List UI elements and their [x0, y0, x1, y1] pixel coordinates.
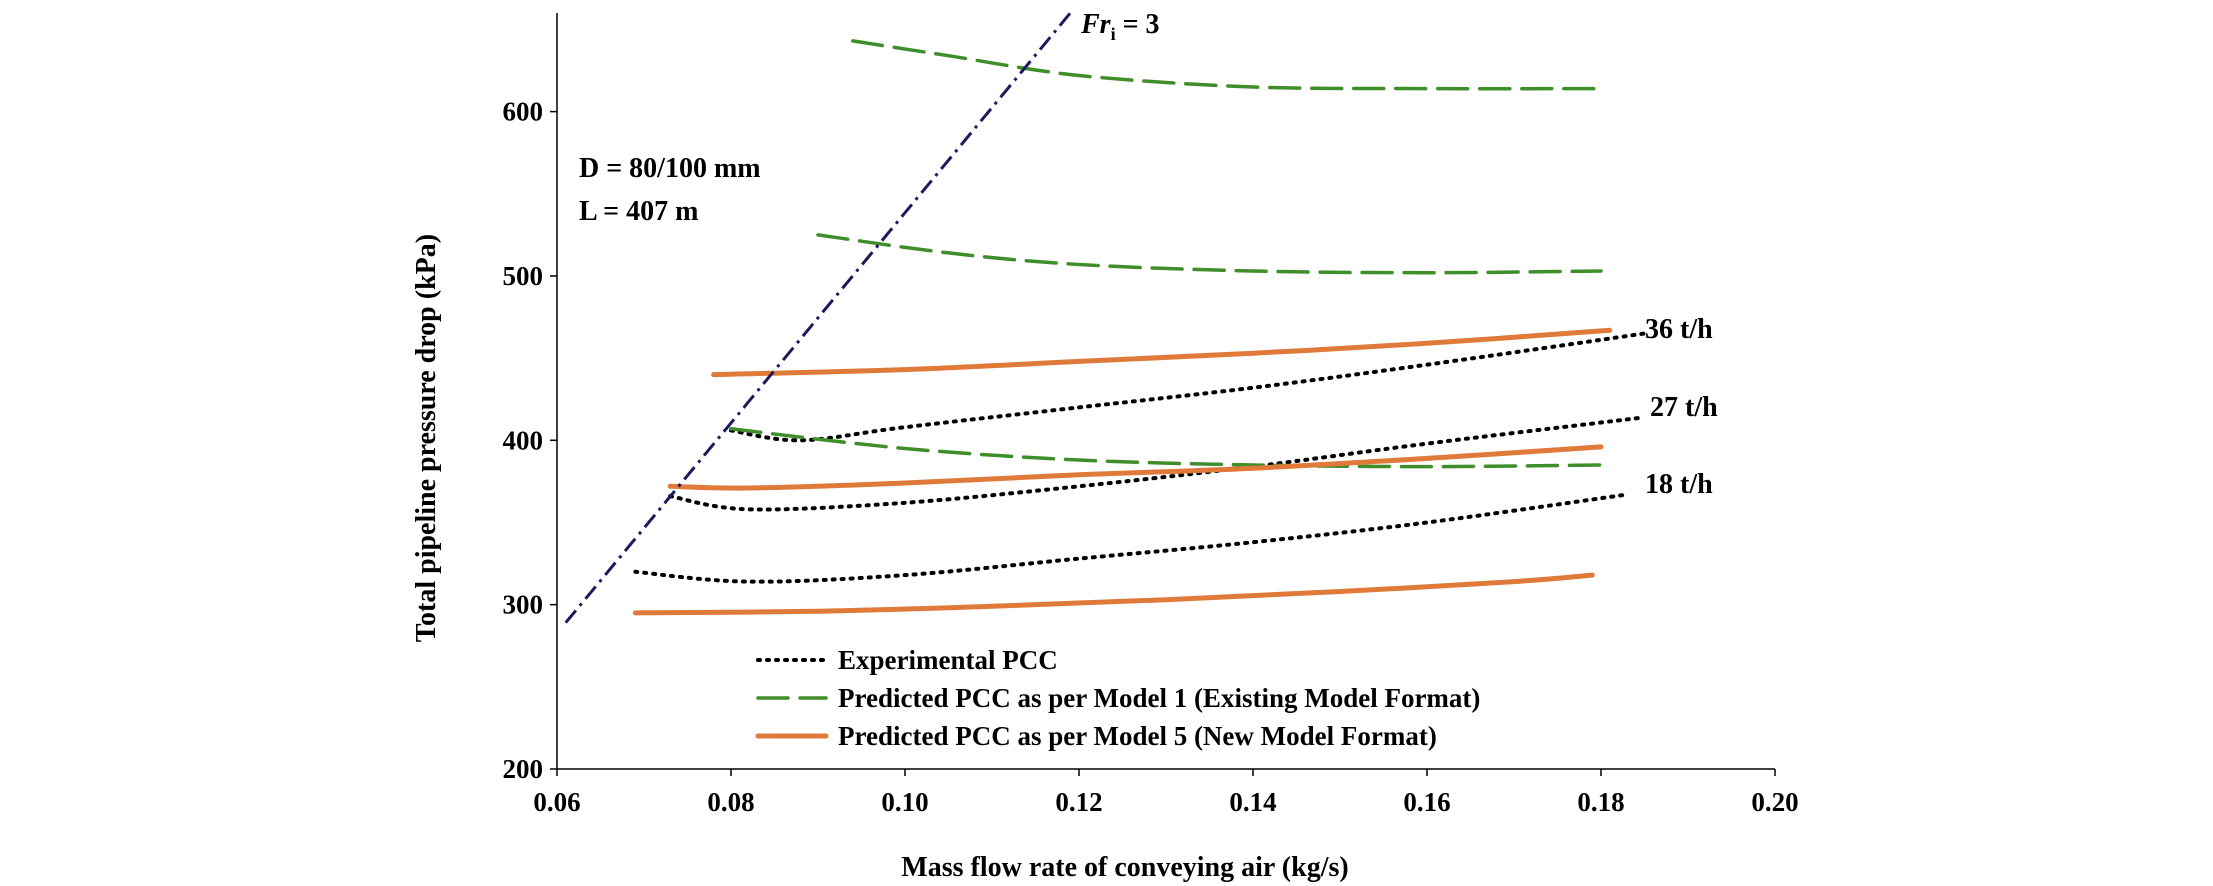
froude-reference-line — [564, 12, 1072, 624]
series-line-5 — [729, 427, 1603, 469]
x-tick-label: 0.08 — [707, 787, 754, 817]
series-line-8 — [632, 572, 1595, 616]
y-tick-label: 600 — [503, 97, 544, 127]
legend-label-1: Predicted PCC as per Model 1 (Existing M… — [838, 683, 1480, 713]
x-tick-label: 0.12 — [1055, 787, 1102, 817]
y-tick-label: 300 — [503, 590, 544, 620]
y-axis-title: Total pipeline pressure drop (kPa) — [411, 234, 442, 642]
series-layer — [632, 39, 1647, 616]
y-ticks: 200 300 400 500 600 — [503, 97, 557, 784]
series-line-2 — [633, 492, 1630, 584]
froude-value: = 3 — [1116, 9, 1160, 40]
series-line-1 — [668, 415, 1647, 512]
y-tick-label: 200 — [503, 754, 544, 784]
pipe-length-annotation: L = 407 m — [579, 196, 698, 227]
pipe-diameter-annotation: D = 80/100 mm — [579, 153, 761, 184]
froude-symbol: Fr — [1080, 9, 1112, 40]
series-line-6 — [711, 327, 1613, 378]
rate-label-36: 36 t/h — [1645, 314, 1713, 345]
legend-label-0: Experimental PCC — [838, 645, 1058, 675]
froude-subscript: i — [1111, 24, 1116, 44]
x-tick-label: 0.18 — [1577, 787, 1624, 817]
series-line-4 — [816, 233, 1603, 275]
x-tick-label: 0.06 — [533, 787, 580, 817]
rate-label-18: 18 t/h — [1645, 469, 1713, 500]
x-ticks: 0.06 0.08 0.10 0.12 0.14 0.16 0.18 0.20 — [533, 769, 1799, 817]
froude-annotation: Fri = 3 — [1080, 9, 1160, 44]
series-line-7 — [667, 444, 1604, 491]
rate-label-27: 27 t/h — [1650, 392, 1718, 423]
plot-area: 0.06 0.08 0.10 0.12 0.14 0.16 0.18 0.20 200 300 4… — [503, 12, 1799, 817]
x-tick-label: 0.14 — [1229, 787, 1276, 817]
legend-label-2: Predicted PCC as per Model 5 (New Model … — [838, 721, 1437, 751]
annotations: D = 80/100 mm L = 407 m Fri = 3 36 t/h 2… — [579, 9, 1718, 500]
x-axis-title: Mass flow rate of conveying air (kg/s) — [901, 852, 1348, 883]
legend: Experimental PCC Predicted PCC as per Mod… — [755, 645, 1480, 751]
y-tick-label: 500 — [503, 261, 544, 291]
y-tick-label: 400 — [503, 425, 544, 455]
series-line-0 — [729, 331, 1647, 443]
series-line-3 — [851, 39, 1603, 91]
x-tick-label: 0.16 — [1403, 787, 1450, 817]
x-tick-label: 0.20 — [1751, 787, 1798, 817]
x-tick-label: 0.10 — [881, 787, 928, 817]
